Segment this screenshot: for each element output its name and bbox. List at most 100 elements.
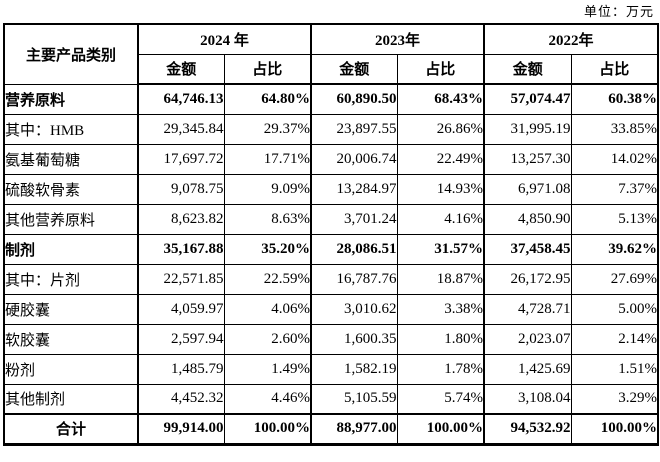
share-cell: 68.43% xyxy=(396,83,485,115)
category-cell: 制剂 xyxy=(3,233,139,265)
year-header-2022: 2022年 xyxy=(483,23,659,55)
table-row: 软胶囊 2,597.94 2.60% 1,600.35 1.80% 2,023.07 2.1… xyxy=(3,323,659,355)
amount-cell: 4,850.90 xyxy=(483,203,572,235)
category-cell: 硬胶囊 xyxy=(3,293,139,325)
table-row: 硬胶囊 4,059.97 4.06% 3,010.62 3.38% 4,728.71 5.0… xyxy=(3,293,659,325)
share-cell: 100.00% xyxy=(570,413,659,445)
amount-cell: 1,425.69 xyxy=(483,353,572,385)
amount-header-2024: 金额 xyxy=(137,53,225,85)
amount-cell: 60,890.50 xyxy=(310,83,398,115)
amount-cell: 6,971.08 xyxy=(483,173,572,205)
category-column-header: 主要产品类别 xyxy=(3,23,139,85)
amount-cell: 16,787.76 xyxy=(310,263,398,295)
share-cell: 17.71% xyxy=(223,143,312,175)
amount-cell: 31,995.19 xyxy=(483,113,572,145)
share-cell: 2.14% xyxy=(570,323,659,355)
share-cell: 100.00% xyxy=(396,413,485,445)
amount-cell: 3,701.24 xyxy=(310,203,398,235)
share-cell: 64.80% xyxy=(223,83,312,115)
share-cell: 29.37% xyxy=(223,113,312,145)
table-row: 其他制剂 4,452.32 4.46% 5,105.59 5.74% 3,108.04 3.… xyxy=(3,383,659,415)
share-cell: 2.60% xyxy=(223,323,312,355)
category-cell: 粉剂 xyxy=(3,353,139,385)
share-cell: 4.16% xyxy=(396,203,485,235)
share-cell: 31.57% xyxy=(396,233,485,265)
share-cell: 35.20% xyxy=(223,233,312,265)
share-cell: 3.29% xyxy=(570,383,659,415)
category-cell: 其中：片剂 xyxy=(3,263,139,295)
amount-cell: 2,023.07 xyxy=(483,323,572,355)
table-header: 主要产品类别 2024 年 2023年 2022年 金额 占比 金额 占比 金额… xyxy=(3,23,659,85)
amount-cell: 4,728.71 xyxy=(483,293,572,325)
amount-header-2022: 金额 xyxy=(483,53,572,85)
category-cell: 其中：HMB xyxy=(3,113,139,145)
amount-cell: 17,697.72 xyxy=(137,143,225,175)
table-body: 营养原料 64,746.13 64.80% 60,890.50 68.43% 57,074… xyxy=(3,83,659,445)
share-cell: 7.37% xyxy=(570,173,659,205)
share-cell: 8.63% xyxy=(223,203,312,235)
table-row: 粉剂 1,485.79 1.49% 1,582.19 1.78% 1,425.69 1.51… xyxy=(3,353,659,385)
amount-cell: 3,010.62 xyxy=(310,293,398,325)
share-cell: 60.38% xyxy=(570,83,659,115)
amount-cell: 88,977.00 xyxy=(310,413,398,445)
amount-cell: 13,284.97 xyxy=(310,173,398,205)
amount-cell: 4,452.32 xyxy=(137,383,225,415)
share-cell: 22.59% xyxy=(223,263,312,295)
amount-cell: 2,597.94 xyxy=(137,323,225,355)
share-cell: 27.69% xyxy=(570,263,659,295)
share-cell: 5.00% xyxy=(570,293,659,325)
share-header-2022: 占比 xyxy=(570,53,659,85)
share-cell: 100.00% xyxy=(223,413,312,445)
share-cell: 1.51% xyxy=(570,353,659,385)
year-header-2023: 2023年 xyxy=(310,23,485,55)
table-row: 其中：HMB 29,345.84 29.37% 23,897.55 26.86% 31,9… xyxy=(3,113,659,145)
share-cell: 33.85% xyxy=(570,113,659,145)
table-row: 其他营养原料 8,623.82 8.63% 3,701.24 4.16% 4,850.90… xyxy=(3,203,659,235)
share-cell: 39.62% xyxy=(570,233,659,265)
table-header-measure-row: 金额 占比 金额 占比 金额 占比 xyxy=(4,53,659,85)
share-cell: 1.78% xyxy=(396,353,485,385)
share-cell: 14.02% xyxy=(570,143,659,175)
share-cell: 4.46% xyxy=(223,383,312,415)
amount-cell: 22,571.85 xyxy=(137,263,225,295)
amount-cell: 29,345.84 xyxy=(137,113,225,145)
share-cell: 5.13% xyxy=(570,203,659,235)
amount-cell: 94,532.92 xyxy=(483,413,572,445)
table-row: 合计 99,914.00 100.00% 88,977.00 100.00% 94,532… xyxy=(3,413,659,445)
amount-cell: 37,458.45 xyxy=(483,233,572,265)
category-cell: 其他营养原料 xyxy=(3,203,139,235)
amount-cell: 9,078.75 xyxy=(137,173,225,205)
table-header-year-row: 主要产品类别 2024 年 2023年 2022年 xyxy=(3,23,659,85)
category-cell: 硫酸软骨素 xyxy=(3,173,139,205)
amount-cell: 13,257.30 xyxy=(483,143,572,175)
share-cell: 3.38% xyxy=(396,293,485,325)
amount-cell: 28,086.51 xyxy=(310,233,398,265)
amount-cell: 3,108.04 xyxy=(483,383,572,415)
share-cell: 22.49% xyxy=(396,143,485,175)
amount-cell: 1,582.19 xyxy=(310,353,398,385)
category-cell: 软胶囊 xyxy=(3,323,139,355)
amount-cell: 1,485.79 xyxy=(137,353,225,385)
year-header-2024: 2024 年 xyxy=(136,23,312,55)
amount-cell: 1,600.35 xyxy=(310,323,398,355)
amount-cell: 99,914.00 xyxy=(137,413,225,445)
amount-cell: 5,105.59 xyxy=(310,383,398,415)
category-cell: 合计 xyxy=(3,413,139,445)
category-cell: 氨基葡萄糖 xyxy=(3,143,139,175)
category-cell: 其他制剂 xyxy=(3,383,139,415)
amount-cell: 57,074.47 xyxy=(483,83,572,115)
amount-cell: 26,172.95 xyxy=(483,263,572,295)
share-cell: 9.09% xyxy=(223,173,312,205)
amount-cell: 4,059.97 xyxy=(137,293,225,325)
amount-header-2023: 金额 xyxy=(310,53,398,85)
table-row: 营养原料 64,746.13 64.80% 60,890.50 68.43% 57,074… xyxy=(3,83,659,115)
product-category-table: 主要产品类别 2024 年 2023年 2022年 金额 占比 金额 占比 金额… xyxy=(3,23,660,446)
amount-cell: 64,746.13 xyxy=(137,83,225,115)
table-row: 氨基葡萄糖 17,697.72 17.71% 20,006.74 22.49% 13,25… xyxy=(3,143,659,175)
share-cell: 5.74% xyxy=(396,383,485,415)
category-cell: 营养原料 xyxy=(3,83,139,115)
share-header-2023: 占比 xyxy=(396,53,485,85)
unit-label: 单位：万元 xyxy=(583,4,654,19)
amount-cell: 35,167.88 xyxy=(137,233,225,265)
